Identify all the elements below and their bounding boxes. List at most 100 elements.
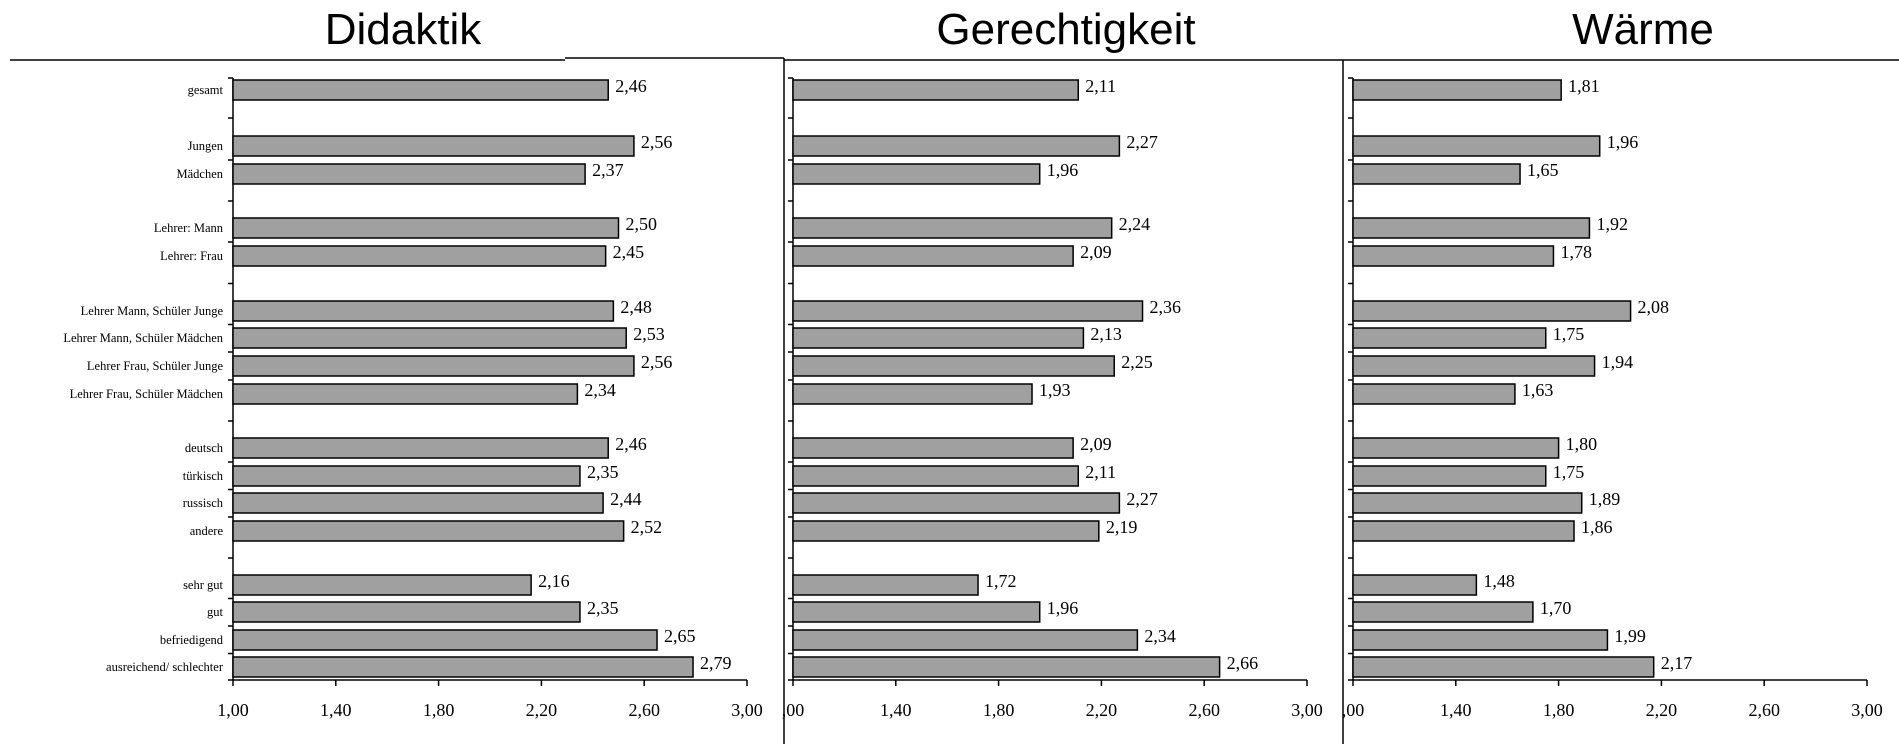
bar [232,465,581,487]
x-tick-label: 3,00 [1291,700,1323,720]
bar [1352,601,1534,623]
bar [1352,217,1591,239]
bar [1352,520,1575,542]
bar [1352,629,1609,651]
bar-value-label: 1,92 [1596,214,1628,234]
x-tick-label: 1,80 [423,700,455,720]
x-tick-label: 1,80 [1543,700,1575,720]
bar [1352,465,1547,487]
chart-panel-3: Wärme ,00 1,40 1,80 2,20 2,60 3,00 1,81 1,96 1,65… [1342,5,1883,720]
bar-value-label: 2,45 [613,242,645,262]
bar [1352,79,1562,101]
bar-value-label: 2,66 [1227,653,1259,673]
bar-value-label: 2,17 [1661,653,1693,673]
bar [792,437,1074,459]
bar [792,574,979,596]
bar-value-label: 1,75 [1553,324,1585,344]
bar-value-label: 2,16 [538,571,570,591]
bar [232,629,658,651]
bar [232,520,625,542]
bar [792,520,1100,542]
bar [792,135,1121,157]
bar-value-label: 2,27 [1126,489,1158,509]
x-tick-label: 2,60 [628,700,660,720]
bar-value-label: 2,44 [610,489,642,509]
x-tick-label: 2,20 [526,700,558,720]
x-tick-label: 1,40 [1440,700,1472,720]
chart-title: Wärme [1572,5,1714,54]
x-tick-label: 2,60 [1748,700,1780,720]
bar-value-label: 2,34 [584,380,616,400]
bar [1352,492,1583,514]
chart-title: Didaktik [325,5,482,54]
bar-value-label: 2,35 [587,462,619,482]
bar-value-label: 1,63 [1522,380,1554,400]
bar [1352,300,1632,322]
bar [1352,245,1555,267]
bar-value-label: 1,80 [1566,434,1598,454]
category-label: Lehrer Mann, Schüler Junge [81,304,224,318]
category-label: andere [190,524,224,538]
bar-value-label: 2,11 [1085,462,1116,482]
bar [792,629,1139,651]
bar-value-label: 2,25 [1121,352,1153,372]
bar [232,574,532,596]
category-label: Lehrer: Mann [154,221,224,235]
bar-value-label: 2,13 [1090,324,1122,344]
category-label: befriedigend [160,633,224,647]
bar [1352,327,1547,349]
bar [232,245,607,267]
bar [1352,355,1596,377]
category-label: ausreichend/ schlechter [106,660,224,674]
x-tick-label: 3,00 [1851,700,1883,720]
category-label: deutsch [185,441,224,455]
bar [232,601,581,623]
bar-value-label: 2,35 [587,598,619,618]
bar [792,601,1041,623]
bar-value-label: 2,46 [615,434,647,454]
category-label: sehr gut [183,578,223,592]
bar-value-label: 2,36 [1150,297,1182,317]
bar-value-label: 2,09 [1080,434,1112,454]
bar-value-label: 2,50 [626,214,658,234]
bar [792,383,1033,405]
bar [792,79,1080,101]
bar [232,355,635,377]
category-label: Mädchen [176,167,223,181]
x-tick-label: 1,00 [217,700,249,720]
bar-value-label: 2,24 [1119,214,1151,234]
category-label: türkisch [183,469,224,483]
bar-value-label: 2,08 [1638,297,1670,317]
bar-value-label: 2,79 [700,653,732,673]
bar-value-label: 1,75 [1553,462,1585,482]
category-label: gesamt [188,83,224,97]
bar-value-label: 2,11 [1085,76,1116,96]
bar [232,163,586,185]
bar [792,327,1085,349]
bar-value-label: 2,65 [664,626,696,646]
bar-value-label: 1,65 [1527,160,1559,180]
bar [792,217,1113,239]
bar [792,465,1080,487]
category-label: Jungen [188,139,224,153]
bar [792,300,1144,322]
category-label: Lehrer Frau, Schüler Junge [87,359,224,373]
bar-value-label: 2,52 [631,517,663,537]
bar [1352,437,1560,459]
bar-value-label: 1,72 [985,571,1017,591]
bar [232,300,615,322]
bar [1352,656,1655,678]
bar-value-label: 2,09 [1080,242,1112,262]
bar [792,656,1221,678]
bar [1352,574,1478,596]
x-tick-label: 2,20 [1646,700,1678,720]
x-tick-label: 3,00 [731,700,763,720]
bar-value-label: 2,46 [615,76,647,96]
category-label: Lehrer Frau, Schüler Mädchen [70,387,224,401]
bar [232,383,579,405]
bar [1352,135,1601,157]
bar-value-label: 2,56 [641,132,673,152]
category-label: Lehrer Mann, Schüler Mädchen [63,331,223,345]
chart-title: Gerechtigkeit [936,5,1195,54]
